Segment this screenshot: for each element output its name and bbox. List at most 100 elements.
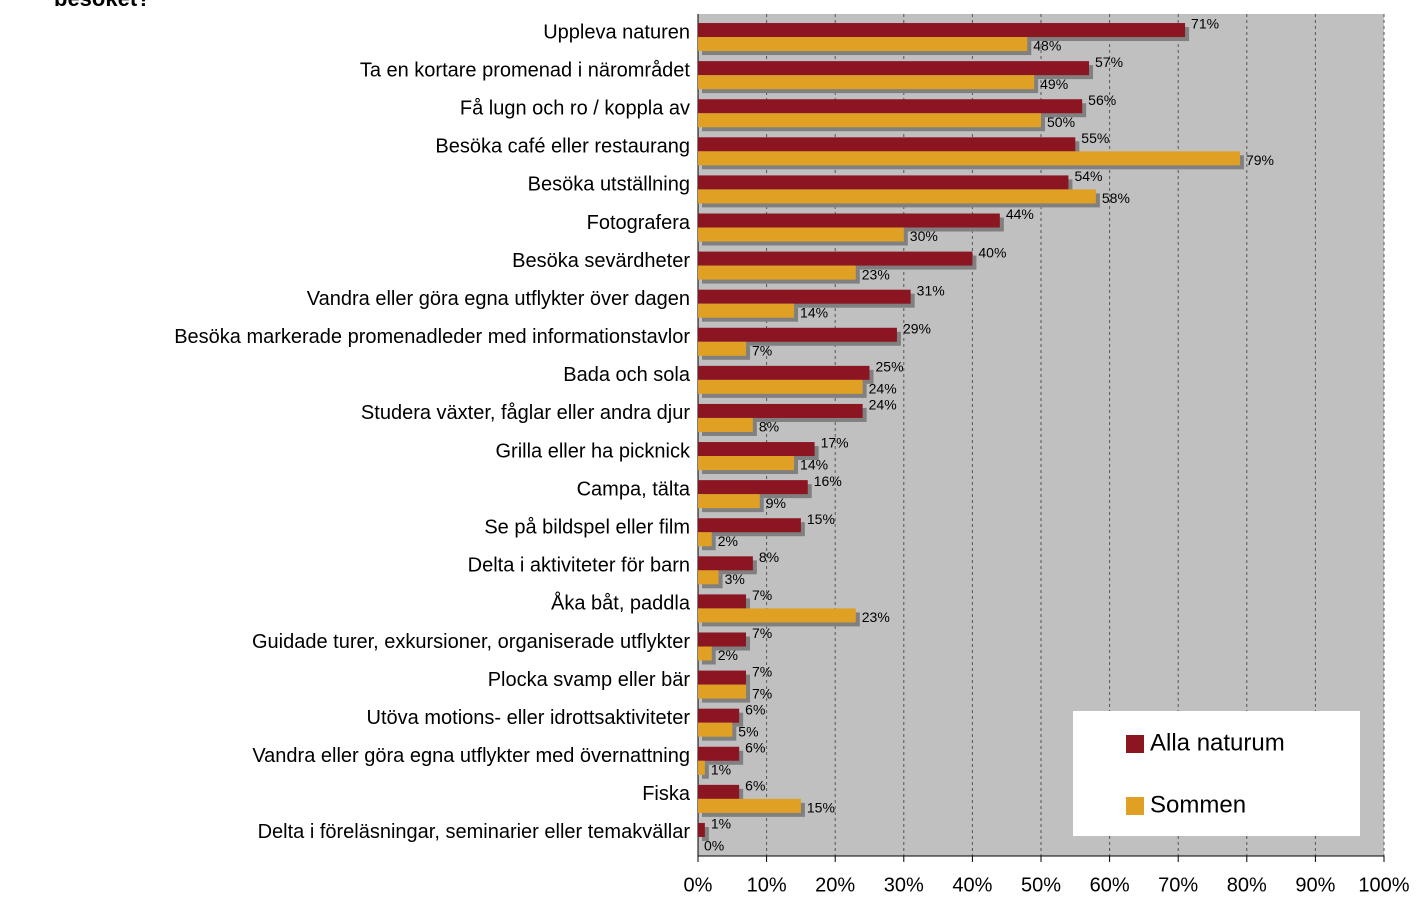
value-label: 3% (725, 571, 745, 587)
y-tick-label: Campa, tälta (577, 478, 691, 500)
y-tick-label: Fiska (642, 783, 691, 805)
y-tick-label: Ta en kortare promenad i närområdet (360, 59, 691, 81)
value-label: 29% (903, 320, 931, 336)
bar (698, 23, 1186, 38)
bar (698, 137, 1076, 152)
value-label: 6% (745, 739, 765, 755)
bar (698, 175, 1069, 190)
bar (698, 822, 705, 837)
bar (698, 632, 747, 647)
value-label: 58% (1102, 190, 1130, 206)
y-tick-label: Bada och sola (563, 364, 691, 386)
bar (698, 442, 815, 457)
y-tick-label: Få lugn och ro / koppla av (460, 98, 690, 120)
legend-label: Alla naturum (1150, 729, 1285, 756)
bar (698, 379, 863, 394)
value-label: 7% (752, 342, 772, 358)
bar (698, 227, 904, 242)
y-tick-label: Uppleva naturen (543, 21, 690, 43)
x-tick-label: 90% (1295, 874, 1335, 896)
bar (698, 798, 801, 813)
value-label: 7% (752, 625, 772, 641)
bar (698, 403, 863, 418)
value-label: 23% (862, 609, 890, 625)
y-tick-label: Vandra eller göra egna utflykter över da… (307, 288, 690, 310)
bar (698, 670, 747, 685)
y-tick-label: Guidade turer, exkursioner, organiserade… (252, 631, 690, 653)
value-label: 25% (876, 359, 904, 375)
bar (698, 708, 740, 723)
y-tick-label: Studera växter, fåglar eller andra djur (361, 402, 690, 424)
value-label: 14% (800, 457, 828, 473)
value-label: 16% (814, 473, 842, 489)
value-label: 24% (869, 397, 897, 413)
y-tick-label: Besöka sevärdheter (512, 250, 690, 272)
bar (698, 746, 740, 761)
value-label: 49% (1040, 76, 1068, 92)
value-label: 15% (807, 511, 835, 527)
value-label: 14% (800, 304, 828, 320)
y-tick-label: Besöka utställning (528, 174, 690, 196)
bar (698, 646, 712, 661)
y-tick-label: Delta i föreläsningar, seminarier eller … (258, 821, 691, 843)
bar (698, 684, 747, 699)
value-label: 40% (978, 244, 1006, 260)
bar (698, 265, 856, 280)
y-tick-label: Besöka markerade promenadleder med infor… (174, 326, 690, 348)
bar (698, 303, 795, 318)
x-tick-label: 100% (1358, 874, 1409, 896)
bar (698, 213, 1000, 228)
value-label: 48% (1033, 38, 1061, 54)
value-label: 56% (1088, 92, 1116, 108)
y-tick-label: Se på bildspel eller film (484, 517, 690, 539)
value-label: 0% (704, 838, 724, 854)
value-label: 79% (1246, 152, 1274, 168)
bar (698, 556, 753, 571)
bar (698, 518, 801, 533)
bar (698, 532, 712, 547)
y-tick-label: Delta i aktiviteter för barn (468, 555, 690, 577)
x-tick-label: 20% (815, 874, 855, 896)
value-label: 8% (759, 419, 779, 435)
value-label: 57% (1095, 54, 1123, 70)
value-label: 1% (711, 816, 731, 832)
bar (698, 784, 740, 799)
value-label: 23% (862, 266, 890, 282)
x-tick-label: 60% (1090, 874, 1130, 896)
bar (698, 594, 747, 609)
bar-shadow (702, 764, 709, 779)
bar (698, 37, 1028, 52)
value-label: 8% (759, 549, 779, 565)
bar (698, 417, 753, 432)
bar (698, 570, 719, 585)
x-tick-label: 40% (952, 874, 992, 896)
bar (698, 365, 870, 380)
value-label: 6% (745, 701, 765, 717)
bar (698, 99, 1083, 114)
chart-title: besöket? (54, 0, 151, 11)
y-tick-label: Åka båt, paddla (551, 592, 691, 615)
value-label: 54% (1074, 168, 1102, 184)
y-tick-label: Vandra eller göra egna utflykter med öve… (252, 745, 690, 767)
bar (698, 480, 808, 495)
value-label: 31% (917, 282, 945, 298)
bar (698, 608, 856, 623)
value-label: 1% (711, 761, 731, 777)
value-label: 71% (1191, 16, 1219, 32)
x-tick-label: 80% (1227, 874, 1267, 896)
bar (698, 456, 795, 471)
bar (698, 61, 1090, 76)
legend-label: Sommen (1150, 791, 1246, 818)
bar (698, 341, 747, 356)
value-label: 9% (766, 495, 786, 511)
y-tick-label: Besöka café eller restaurang (435, 136, 690, 158)
y-tick-label: Fotografera (587, 212, 691, 234)
bar (698, 189, 1096, 204)
bar-shadow (702, 826, 709, 841)
bar (698, 760, 705, 775)
bar (698, 113, 1041, 128)
bar (698, 251, 973, 266)
value-label: 7% (752, 685, 772, 701)
value-label: 50% (1047, 114, 1075, 130)
